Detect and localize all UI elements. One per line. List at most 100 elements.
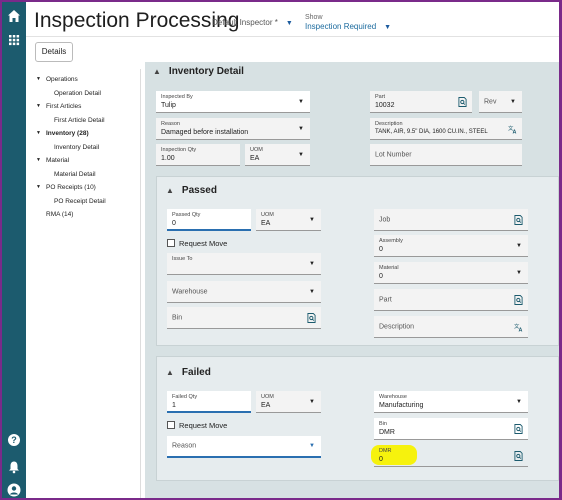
issue-to-field[interactable]: Issue To ▼ xyxy=(167,253,321,275)
tree-node-first-articles[interactable]: ▼ First Articles xyxy=(36,101,140,115)
passed-uom-field[interactable]: UOM EA ▼ xyxy=(256,209,321,231)
tree-item-first-article-detail[interactable]: First Article Detail xyxy=(54,117,105,124)
passed-bin-field[interactable]: Bin xyxy=(167,307,321,329)
tree-node-po-receipts[interactable]: ▼ PO Receipts (10) xyxy=(36,182,140,196)
search-doc-icon[interactable] xyxy=(307,312,316,323)
help-icon[interactable]: ? xyxy=(6,432,22,448)
dmr-field[interactable]: DMR 0 xyxy=(374,445,528,467)
chevron-down-icon[interactable]: ▼ xyxy=(309,260,315,267)
expand-triangle-icon[interactable]: ▼ xyxy=(36,184,41,190)
page-title: Inspection Processing xyxy=(34,9,240,32)
checkbox-box[interactable] xyxy=(167,421,175,429)
expand-triangle-icon[interactable]: ▼ xyxy=(36,157,41,163)
chevron-down-icon[interactable]: ▼ xyxy=(516,242,522,249)
failed-request-move-checkbox[interactable]: Request Move xyxy=(167,421,227,430)
main-panel: ▲ Inventory Detail Inspected By Tulip ▼ P… xyxy=(145,62,559,498)
passed-qty-field[interactable]: Passed Qty 0 xyxy=(167,209,251,231)
chevron-down-icon[interactable]: ▼ xyxy=(510,98,516,105)
chevron-down-icon[interactable]: ▼ xyxy=(298,98,304,105)
search-doc-icon[interactable] xyxy=(514,423,523,434)
field-value: 10032 xyxy=(375,102,395,109)
rev-field[interactable]: Rev ▼ xyxy=(479,91,522,113)
left-rail: ? xyxy=(2,2,26,498)
translate-icon[interactable]: 文A xyxy=(514,322,523,332)
chevron-down-icon[interactable]: ▼ xyxy=(298,151,304,158)
collapse-chevron-icon[interactable]: ▲ xyxy=(166,368,174,377)
field-value: EA xyxy=(250,155,260,162)
home-icon[interactable] xyxy=(6,8,22,24)
search-doc-icon[interactable] xyxy=(514,294,523,305)
apps-grid-icon[interactable] xyxy=(6,32,22,48)
field-label: Issue To xyxy=(172,256,193,262)
inventory-detail-header[interactable]: ▲ Inventory Detail xyxy=(153,66,244,77)
chevron-down-icon[interactable]: ▼ xyxy=(309,288,315,295)
expand-triangle-icon[interactable]: ▼ xyxy=(36,130,41,136)
dmr-highlight-marker xyxy=(371,445,417,465)
failed-header[interactable]: ▲ Failed xyxy=(166,367,211,378)
field-label: Passed Qty xyxy=(172,212,201,218)
details-button[interactable]: Details xyxy=(35,42,73,62)
search-doc-icon[interactable] xyxy=(458,96,467,107)
passed-part-field[interactable]: Part xyxy=(374,289,528,311)
part-field[interactable]: Part 10032 xyxy=(370,91,472,113)
assembly-field[interactable]: Assembly 0 ▼ xyxy=(374,235,528,257)
failed-warehouse-field[interactable]: Warehouse Manufacturing ▼ xyxy=(374,391,528,413)
inspected-by-field[interactable]: Inspected By Tulip ▼ xyxy=(156,91,310,113)
failed-reason-field[interactable]: Reason ▼ xyxy=(167,436,321,458)
expand-triangle-icon[interactable]: ▼ xyxy=(36,103,41,109)
inspector-selector[interactable]: Default Inspector * ▼ xyxy=(212,18,293,27)
description-field[interactable]: Description TANK, AIR, 9.5" DIA, 1600 CU… xyxy=(370,118,522,140)
inspection-qty-field[interactable]: Inspection Qty 1.00 xyxy=(156,144,240,166)
uom-field[interactable]: UOM EA ▼ xyxy=(245,144,310,166)
field-value: 0 xyxy=(172,220,176,227)
job-field[interactable]: Job xyxy=(374,209,528,231)
material-field[interactable]: Material 0 ▼ xyxy=(374,262,528,284)
chevron-down-icon[interactable]: ▼ xyxy=(516,398,522,405)
chevron-down-icon[interactable]: ▼ xyxy=(516,269,522,276)
chevron-down-icon: ▼ xyxy=(285,20,293,27)
translate-icon[interactable]: 文A xyxy=(508,124,517,134)
user-icon[interactable] xyxy=(6,482,22,498)
field-value: EA xyxy=(261,220,271,227)
field-label: DMR xyxy=(379,448,392,454)
expand-triangle-icon[interactable]: ▼ xyxy=(36,76,41,82)
show-label: Show xyxy=(305,14,323,21)
lot-number-field[interactable]: Lot Number xyxy=(370,144,522,166)
tree-item-po-receipt-detail[interactable]: PO Receipt Detail xyxy=(54,198,106,205)
collapse-chevron-icon[interactable]: ▲ xyxy=(166,186,174,195)
tree-node-material[interactable]: ▼ Material xyxy=(36,155,140,169)
checkbox-label: Request Move xyxy=(179,421,228,430)
bell-icon[interactable] xyxy=(6,459,22,475)
tree-node-label: Inventory (28) xyxy=(46,130,89,137)
collapse-chevron-icon[interactable]: ▲ xyxy=(153,67,161,76)
passed-header[interactable]: ▲ Passed xyxy=(166,185,217,196)
field-label: Material xyxy=(379,265,399,271)
chevron-down-icon: ▼ xyxy=(384,24,392,31)
svg-text:?: ? xyxy=(11,435,17,445)
chevron-down-icon[interactable]: ▼ xyxy=(309,398,315,405)
tree-item-inventory-detail[interactable]: Inventory Detail xyxy=(54,144,100,151)
tree-node-inventory[interactable]: ▼ Inventory (28) xyxy=(36,128,140,142)
search-doc-icon[interactable] xyxy=(514,214,523,225)
tree-item-operation-detail[interactable]: Operation Detail xyxy=(54,90,101,97)
reason-field[interactable]: Reason Damaged before installation ▼ xyxy=(156,118,310,140)
section-title: Failed xyxy=(181,367,211,378)
failed-qty-field[interactable]: Failed Qty 1 xyxy=(167,391,251,413)
passed-warehouse-field[interactable]: Warehouse ▼ xyxy=(167,281,321,303)
tree-divider xyxy=(140,69,141,498)
inspector-value: Default Inspector * xyxy=(212,18,278,27)
failed-uom-field[interactable]: UOM EA ▼ xyxy=(256,391,321,413)
chevron-down-icon[interactable]: ▼ xyxy=(309,443,315,449)
tree-item-material-detail[interactable]: Material Detail xyxy=(54,171,96,178)
show-filter[interactable]: Show Inspection Required ▼ xyxy=(305,14,391,31)
passed-request-move-checkbox[interactable]: Request Move xyxy=(167,239,227,248)
tree-node-rma[interactable]: RMA (14) xyxy=(46,211,74,218)
chevron-down-icon[interactable]: ▼ xyxy=(298,125,304,132)
tree-node-operations[interactable]: ▼ Operations xyxy=(36,74,140,88)
search-doc-icon[interactable] xyxy=(514,450,523,461)
checkbox-box[interactable] xyxy=(167,239,175,247)
section-title: Passed xyxy=(181,185,217,196)
failed-bin-field[interactable]: Bin DMR xyxy=(374,418,528,440)
chevron-down-icon[interactable]: ▼ xyxy=(309,216,315,223)
